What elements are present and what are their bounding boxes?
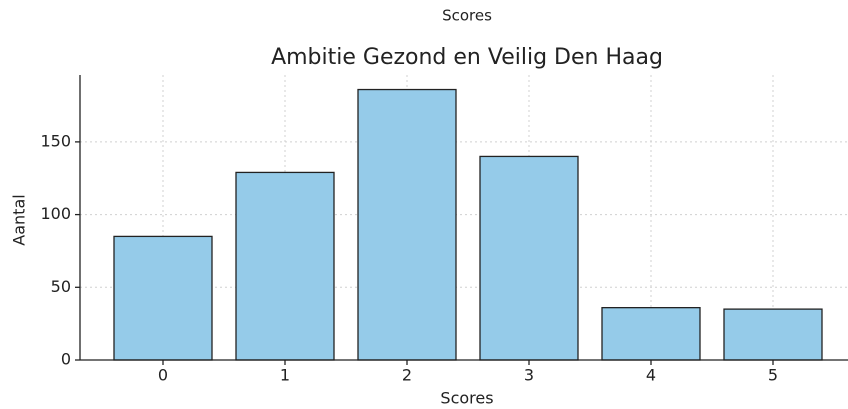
cropped-label: Scores (442, 7, 492, 25)
bar (479, 155, 579, 361)
x-tick-label: 3 (524, 366, 534, 385)
x-tick-label: 1 (280, 366, 290, 385)
chart-title: Ambitie Gezond en Veilig Den Haag (271, 45, 663, 70)
bar (723, 308, 823, 361)
x-tick-label: 5 (768, 366, 778, 385)
y-axis-label: Aantal (10, 194, 29, 245)
x-tick-label: 2 (402, 366, 412, 385)
bar (113, 235, 213, 361)
x-tick-label: 0 (158, 366, 168, 385)
bar (601, 307, 701, 361)
y-tick-label: 100 (40, 204, 71, 223)
x-tick-label: 4 (646, 366, 656, 385)
y-tick-label: 0 (61, 350, 71, 369)
x-axis-label: Scores (440, 389, 493, 408)
y-tick-label: 50 (51, 277, 71, 296)
bar (357, 88, 457, 361)
bar (235, 171, 335, 361)
y-tick-label: 150 (40, 131, 71, 150)
